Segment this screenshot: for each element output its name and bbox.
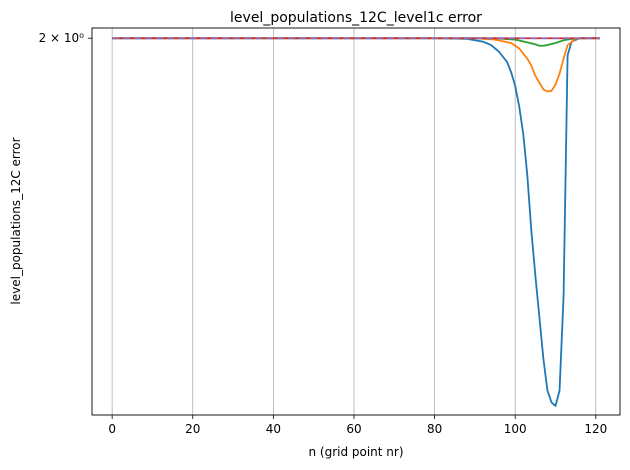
x-tick-label: 40 [266,422,281,436]
x-tick-label: 0 [108,422,116,436]
x-tick-label: 80 [427,422,442,436]
y-tick-label: 2 × 10⁰ [39,31,85,45]
grid-lines [111,28,597,415]
series-line-1 [112,37,600,407]
x-tick-label: 60 [346,422,361,436]
x-tick-label: 120 [584,422,607,436]
x-axis-label: n (grid point nr) [308,445,403,459]
y-axis-ticks: 2 × 10⁰ [39,31,92,45]
plot-series [112,37,600,407]
y-axis-label: level_populations_12C error [9,137,23,304]
series-line-2 [112,37,600,93]
plot-area-frame [91,27,621,416]
x-axis-ticks: 0 20 40 60 80 100 120 [108,415,607,436]
x-tick-label: 100 [504,422,527,436]
x-tick-label: 20 [185,422,200,436]
chart-title: level_populations_12C_level1c error [230,10,482,26]
